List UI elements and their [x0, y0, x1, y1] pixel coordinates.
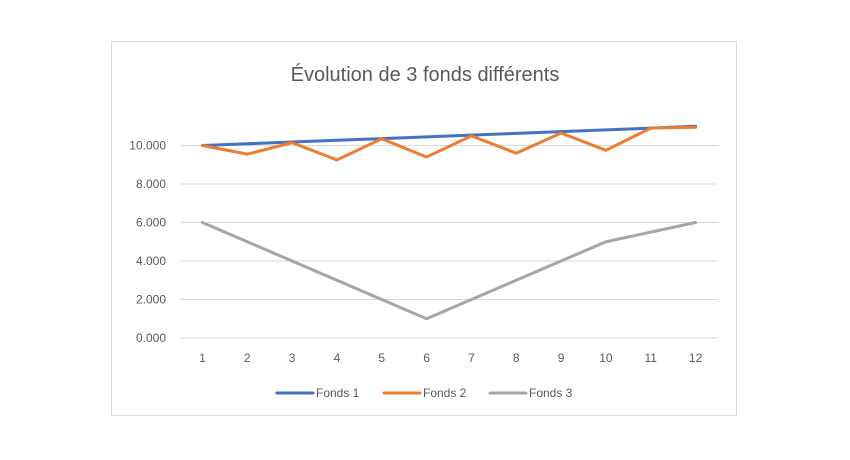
- y-tick-label: 10.000: [129, 139, 166, 153]
- x-axis: 1 2 3 4 5 6 7 8 9 10 11 12: [199, 351, 703, 365]
- x-tick-label: 5: [378, 351, 385, 365]
- legend-label-2: Fonds 2: [423, 386, 467, 400]
- x-tick-label: 9: [558, 351, 565, 365]
- x-tick-label: 1: [199, 351, 206, 365]
- x-tick-label: 3: [289, 351, 296, 365]
- x-tick-label: 4: [334, 351, 341, 365]
- series-line-1: [200, 124, 698, 147]
- x-tick-label: 10: [599, 351, 613, 365]
- y-tick-label: 6.000: [136, 216, 166, 230]
- series-line-2: [200, 125, 698, 162]
- legend-label-1: Fonds 1: [316, 386, 360, 400]
- series-line-3: [200, 221, 698, 321]
- x-tick-label: 8: [513, 351, 520, 365]
- y-axis: 0.000 2.000 4.000 6.000 8.000 10.000: [129, 139, 166, 346]
- series-group: [200, 124, 698, 321]
- x-tick-label: 12: [689, 351, 703, 365]
- y-tick-label: 0.000: [136, 331, 166, 345]
- legend-label-3: Fonds 3: [529, 386, 573, 400]
- x-tick-label: 7: [468, 351, 475, 365]
- y-tick-label: 8.000: [136, 177, 166, 191]
- x-tick-label: 6: [423, 351, 430, 365]
- legend: Fonds 1 Fonds 2 Fonds 3: [275, 386, 573, 400]
- x-tick-label: 11: [645, 351, 658, 365]
- y-tick-label: 4.000: [136, 254, 166, 268]
- chart-title: Évolution de 3 fonds différents: [291, 63, 560, 86]
- y-tick-label: 2.000: [136, 293, 166, 307]
- x-tick-label: 2: [244, 351, 251, 365]
